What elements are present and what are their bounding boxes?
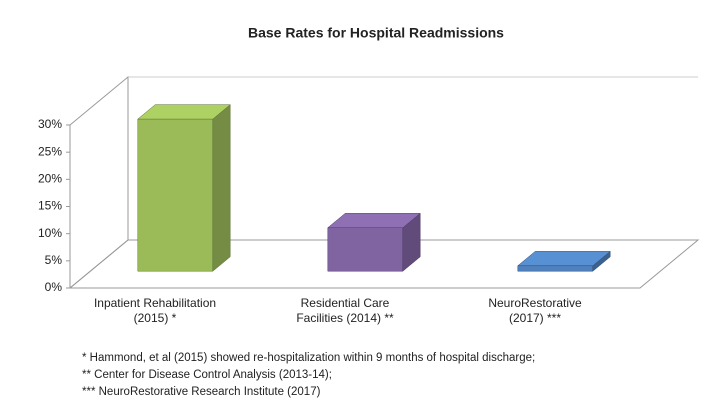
y-tick-label: 5% — [45, 253, 63, 267]
bar-front — [517, 265, 594, 272]
bar-front — [137, 118, 214, 272]
bar-top — [327, 213, 421, 228]
bar-top — [517, 251, 611, 267]
x-tick-label: Residential Care Facilities (2014) ** — [296, 296, 394, 325]
footnote: *** NeuroRestorative Research Institute … — [82, 386, 321, 398]
y-tick-label: 15% — [38, 199, 62, 213]
y-tick-label: 0% — [45, 280, 63, 294]
bar-top — [137, 104, 231, 120]
x-tick-label: Inpatient Rehabilitation (2015) * — [93, 296, 217, 325]
y-tick-label: 30% — [38, 117, 62, 131]
bar — [517, 250, 611, 272]
bar — [137, 104, 231, 272]
y-tick-label: 25% — [38, 144, 62, 158]
footnote: ** Center for Disease Control Analysis (… — [82, 369, 332, 381]
footnote: * Hammond, et al (2015) showed re-hospit… — [82, 352, 536, 364]
y-tick-label: 10% — [38, 226, 62, 240]
floor — [69, 239, 700, 289]
y-tick-label: 20% — [38, 172, 62, 186]
bar-front — [327, 227, 404, 272]
x-tick-label: NeuroRestorative (2017) *** — [488, 296, 582, 325]
bar — [327, 212, 421, 272]
wall-outline — [69, 75, 129, 289]
bar-side — [212, 104, 231, 272]
chart-title: Base Rates for Hospital Readmissions — [248, 25, 504, 41]
